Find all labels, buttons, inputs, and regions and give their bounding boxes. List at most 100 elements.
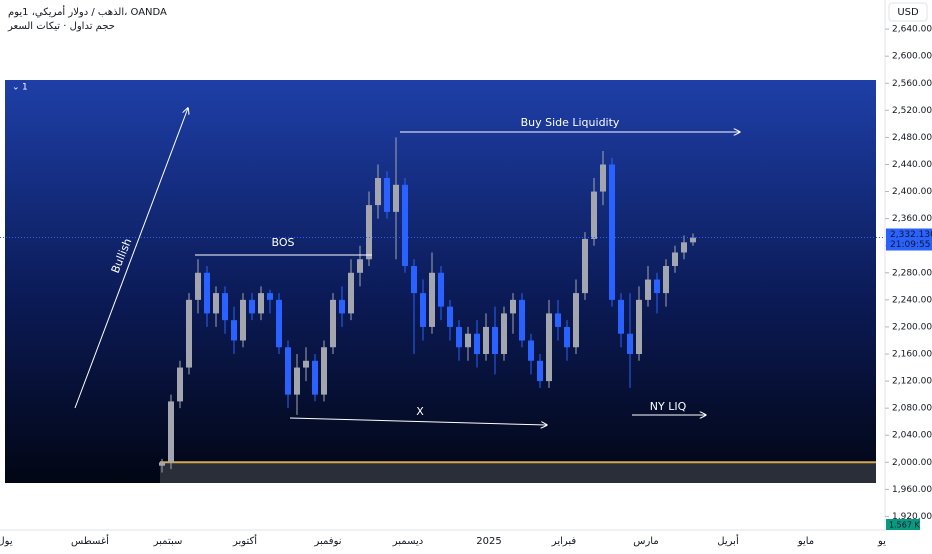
y-tick-label: 2,240.000 bbox=[892, 295, 932, 305]
x-tick-label: مايو bbox=[797, 536, 814, 547]
candle-body bbox=[672, 252, 678, 267]
candle-body bbox=[627, 333, 633, 355]
y-tick-label: 2,200.000 bbox=[892, 322, 932, 332]
symbol-title: الذهب / دولار أمريكي، 1يوم، OANDA bbox=[8, 5, 167, 18]
y-tick-label: 2,000.000 bbox=[892, 458, 932, 468]
candle-body bbox=[330, 299, 336, 348]
candle-body bbox=[159, 462, 165, 466]
candle-body bbox=[591, 191, 597, 239]
candle-body bbox=[339, 299, 345, 314]
subtitle: حجم تداول · تيكات السعر bbox=[7, 21, 115, 32]
y-tick-label: 2,080.000 bbox=[892, 404, 932, 414]
candle-body bbox=[609, 164, 615, 300]
candle-body bbox=[213, 293, 219, 314]
candle-body bbox=[645, 279, 651, 300]
candle-body bbox=[195, 272, 201, 300]
pane-label: 1 bbox=[22, 83, 28, 93]
candle-body bbox=[681, 242, 687, 253]
candle-body bbox=[582, 238, 588, 294]
candle-body bbox=[186, 299, 192, 368]
candle-body bbox=[519, 299, 525, 341]
arrow bbox=[289, 417, 547, 425]
candle-body bbox=[249, 299, 255, 314]
candle-body bbox=[204, 272, 210, 314]
candle-body bbox=[312, 360, 318, 395]
candle-body bbox=[222, 293, 228, 321]
x-tick-label: أبريل bbox=[717, 534, 739, 547]
candle-body bbox=[465, 333, 471, 348]
currency-label: USD bbox=[897, 7, 919, 18]
candle-body bbox=[618, 299, 624, 334]
arrow bbox=[74, 108, 188, 409]
y-tick-label: 2,280.000 bbox=[892, 268, 932, 278]
countdown: 21:09:55 bbox=[890, 240, 930, 250]
candle-body bbox=[492, 326, 498, 355]
candle-body bbox=[384, 178, 390, 212]
y-tick-label: 2,400.000 bbox=[892, 187, 932, 197]
y-tick-label: 2,520.000 bbox=[892, 106, 932, 116]
x-tick-label: يو bbox=[877, 536, 886, 547]
candle-body bbox=[474, 333, 480, 355]
candle-body bbox=[402, 184, 408, 267]
candle-body bbox=[690, 237, 696, 243]
candle-body bbox=[654, 279, 660, 294]
y-tick-label: 1,960.000 bbox=[892, 485, 932, 495]
x-tick-label: مارس bbox=[633, 536, 658, 547]
candle-body bbox=[447, 306, 453, 327]
candle-body bbox=[393, 184, 399, 212]
y-tick-label: 2,560.000 bbox=[892, 79, 932, 89]
candle-body bbox=[483, 326, 489, 355]
candle-body bbox=[366, 205, 372, 260]
candle-body bbox=[231, 320, 237, 341]
candle-body bbox=[528, 340, 534, 361]
price-badge bbox=[886, 228, 932, 251]
candle-body bbox=[510, 299, 516, 314]
annotation: Buy Side Liquidity bbox=[521, 116, 620, 129]
candle-body bbox=[285, 347, 291, 395]
candle-body bbox=[357, 259, 363, 273]
drawings bbox=[74, 108, 740, 425]
x-tick-label: يول bbox=[0, 536, 13, 547]
candle-body bbox=[411, 266, 417, 294]
x-tick-label: 2025 bbox=[476, 536, 501, 547]
candle-body bbox=[429, 272, 435, 327]
x-tick-label: فبراير bbox=[551, 536, 577, 547]
annotation: BOS bbox=[272, 236, 295, 249]
candle-body bbox=[168, 401, 174, 463]
x-tick-label: أغسطس bbox=[71, 534, 109, 547]
x-tick-label: أكتوبر bbox=[232, 534, 257, 547]
x-tick-label: نوفمبر bbox=[313, 536, 341, 547]
candle-body bbox=[501, 313, 507, 355]
candle-body bbox=[537, 360, 543, 382]
candle-body bbox=[321, 347, 327, 395]
candle-body bbox=[420, 293, 426, 327]
candle-body bbox=[555, 313, 561, 327]
candle-body bbox=[276, 299, 282, 348]
candle-body bbox=[240, 299, 246, 341]
y-tick-label: 2,360.000 bbox=[892, 214, 932, 224]
candle-body bbox=[636, 299, 642, 355]
candle-body bbox=[258, 293, 264, 314]
currency-button[interactable] bbox=[888, 2, 928, 22]
volume-badge bbox=[886, 519, 920, 530]
support-zone bbox=[160, 462, 876, 483]
candle-body bbox=[303, 360, 309, 368]
candle-body bbox=[438, 272, 444, 307]
x-tick-label: ديسمبر bbox=[392, 536, 423, 547]
y-tick-label: 1,920.000 bbox=[892, 512, 932, 522]
x-tick-label: سبتمبر bbox=[153, 536, 183, 547]
candle-body bbox=[546, 313, 552, 382]
candle-body bbox=[267, 293, 273, 300]
candle-body bbox=[663, 266, 669, 294]
price-label: 2,332.130 bbox=[890, 230, 932, 240]
y-tick-label: 2,440.000 bbox=[892, 160, 932, 170]
y-tick-label: 2,480.000 bbox=[892, 133, 932, 143]
candle-body bbox=[294, 367, 300, 395]
candle-body bbox=[600, 164, 606, 192]
annotation: NY LIQ bbox=[650, 400, 687, 413]
annotation: X bbox=[416, 405, 424, 418]
y-tick-label: 2,600.000 bbox=[892, 52, 932, 62]
y-tick-label: 2,040.000 bbox=[892, 431, 932, 441]
collapse-icon[interactable]: ⌄ bbox=[12, 83, 20, 93]
